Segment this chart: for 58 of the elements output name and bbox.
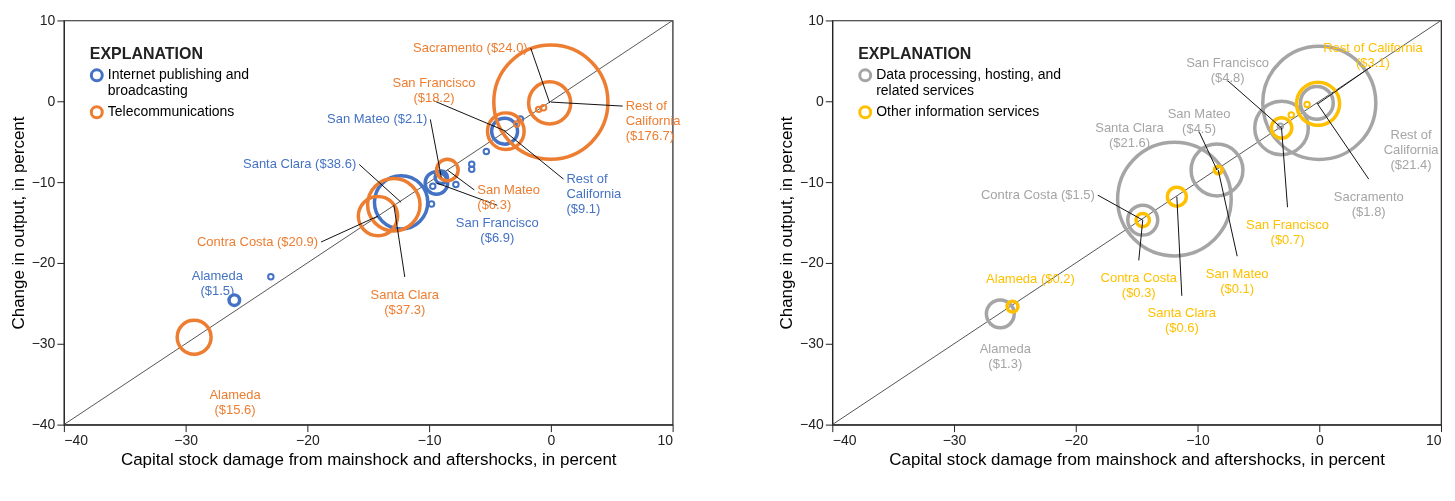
x-tick-label: 10: [657, 432, 674, 449]
x-tick-label: −20: [1064, 432, 1089, 449]
data-label: Rest of California ($9.1): [566, 171, 623, 217]
data-label: Rest of California ($3.1): [1323, 39, 1424, 70]
y-tick-label: 0: [816, 92, 825, 109]
data-label: Santa Clara ($38.6): [243, 156, 357, 172]
data-label: San Mateo ($0.1): [1205, 265, 1269, 296]
y-tick-label: −10: [800, 173, 825, 190]
data-label: San Francisco ($6.9): [455, 214, 539, 245]
y-tick-label: 0: [47, 92, 56, 109]
x-tick-label: −30: [942, 432, 967, 449]
x-tick-label: −20: [296, 432, 320, 449]
data-label: Sacramento ($24.0): [413, 40, 528, 55]
data-label: Alameda ($15.6): [209, 387, 262, 418]
data-label: Rest of California ($21.4): [1383, 126, 1440, 172]
y-tick-label: 10: [808, 11, 825, 28]
data-label: Santa Clara ($21.6): [1095, 120, 1165, 151]
x-tick-label: 0: [1315, 432, 1324, 449]
data-label: San Francisco ($4.8): [1186, 55, 1270, 86]
legend-label: Data processing, hosting, and related services: [876, 66, 1062, 99]
data-label: Alameda ($1.3): [979, 340, 1032, 371]
data-label: Contra Costa ($1.5): [980, 187, 1095, 203]
y-tick-label: −40: [800, 416, 825, 433]
data-label: Contra Costa ($20.9): [196, 234, 319, 249]
data-label: Sacramento ($1.8): [1333, 188, 1404, 219]
x-tick-label: 0: [547, 432, 556, 449]
y-tick-label: −30: [31, 335, 56, 352]
x-tick-label: −10: [417, 432, 442, 449]
y-tick-label: −30: [800, 335, 825, 352]
y-tick-label: −40: [31, 416, 56, 433]
y-tick-label: 10: [39, 11, 56, 28]
x-axis-title: Capital stock damage from mainshock and aftershocks, in percent: [889, 450, 1386, 470]
data-label: Alameda ($0.2): [986, 270, 1075, 286]
y-tick-label: −10: [31, 173, 56, 190]
data-label: Alameda ($1.5): [191, 268, 244, 299]
legend-label: Telecommunications: [107, 103, 235, 120]
data-label: San Mateo ($2.1): [327, 111, 428, 127]
y-tick-label: −20: [800, 254, 825, 271]
data-label: Santa Clara ($0.6): [1147, 305, 1217, 336]
y-axis-title: Change in output, in percent: [8, 116, 28, 330]
data-label: San Mateo ($4.5): [1167, 106, 1231, 137]
x-axis-title: Capital stock damage from mainshock and aftershocks, in percent: [120, 450, 617, 470]
data-label: San Francisco ($0.7): [1246, 216, 1329, 247]
x-tick-label: −10: [1186, 432, 1211, 449]
x-tick-label: −40: [64, 432, 89, 449]
y-axis-title: Change in output, in percent: [777, 116, 797, 330]
data-label: San Francisco ($18.2): [392, 75, 476, 106]
data-label: San Mateo ($6.3): [477, 181, 541, 212]
x-tick-label: 10: [1425, 432, 1442, 449]
legend-title: EXPLANATION: [858, 45, 972, 63]
data-label: Contra Costa ($0.3): [1100, 269, 1178, 300]
legend-title: EXPLANATION: [89, 45, 203, 63]
legend-label: Other information services: [876, 103, 1040, 120]
x-tick-label: −40: [832, 432, 857, 449]
x-tick-label: −30: [174, 432, 199, 449]
legend-label: Internet publishing and broadcasting: [107, 66, 250, 99]
y-tick-label: −20: [31, 254, 56, 271]
data-label: Santa Clara ($37.3): [370, 286, 440, 317]
